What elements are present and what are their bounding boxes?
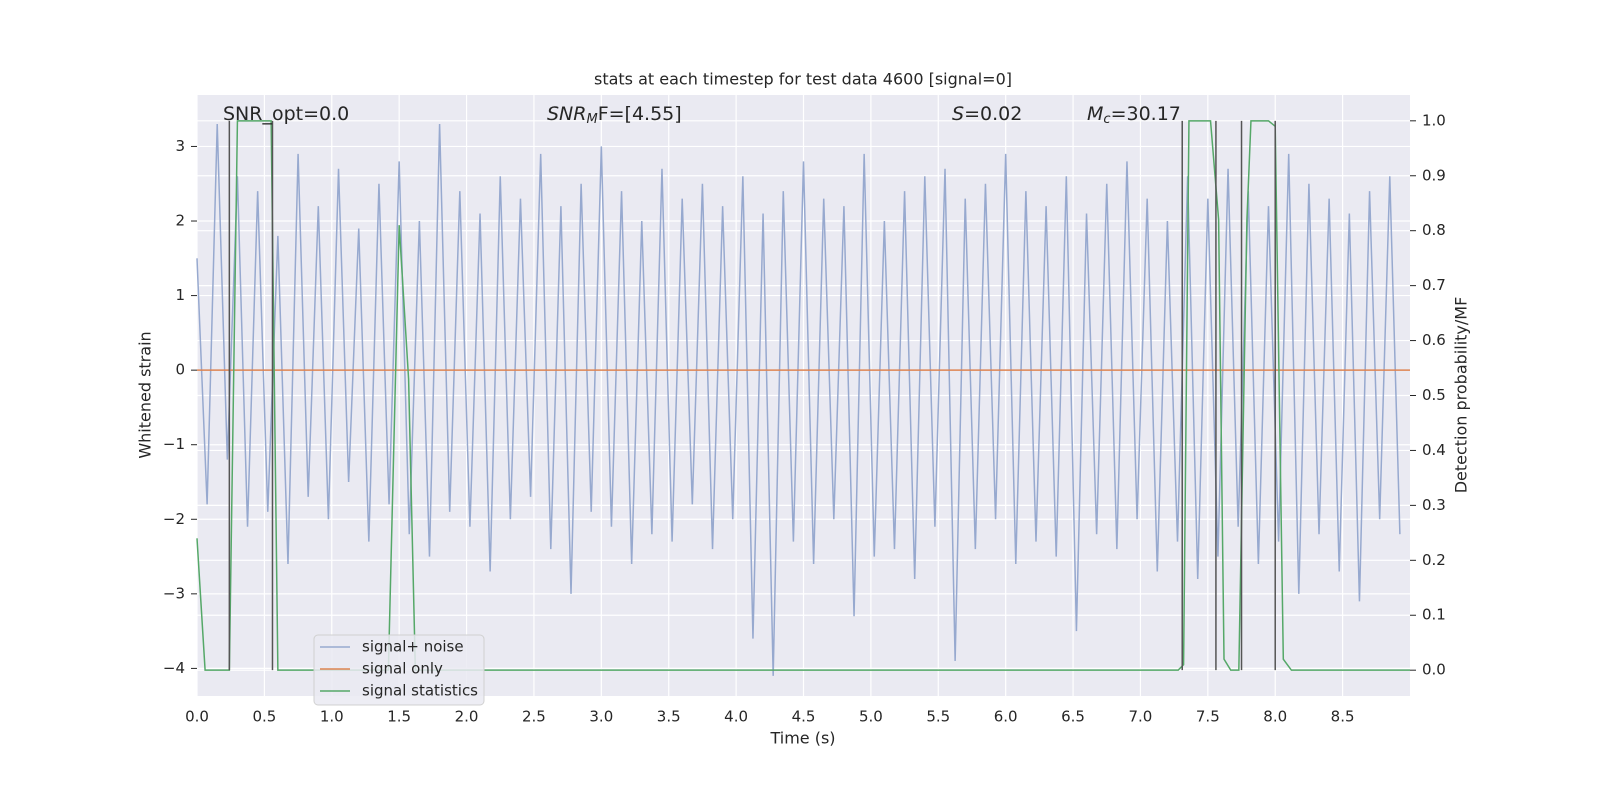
x-tick-label: 6.0 [994,708,1018,726]
annotation: S=0.02 [952,103,1022,125]
y-tick-label: 1 [175,286,185,304]
x-tick-label: 2.0 [455,708,479,726]
series-line [196,120,1410,671]
x-tick-label: 5.5 [926,708,950,726]
chart-title: stats at each timestep for test data 460… [594,70,1012,89]
x-tick-label: 4.5 [792,708,816,726]
y-tick-label: −3 [163,584,185,602]
y-tick-label: 2 [175,212,185,230]
x-tick-label: 0.5 [252,708,276,726]
y2-tick-label: 1.0 [1422,111,1446,129]
annotation: SNRMF=[4.55] [547,103,682,127]
x-tick-label: 1.5 [387,708,411,726]
y-tick-label: 3 [175,137,185,155]
series-line [196,124,1401,676]
x-tick-label: 2.5 [522,708,546,726]
annotation-sub: M [586,112,597,127]
y2-tick-label: 0.0 [1422,661,1446,679]
y-tick-label: −2 [163,510,185,528]
legend-label: signal only [362,660,443,678]
y2-tick-label: 0.7 [1422,276,1446,294]
y2-tick-label: 0.4 [1422,441,1446,459]
annotation-main: M [1087,103,1103,125]
x-tick-label: 0.0 [185,708,209,726]
x-tick-label: 6.5 [1061,708,1085,726]
annotation-main: SNR [547,103,586,125]
annotation-main: S [952,103,964,125]
y2-axis-label: Detection probability/MF [1452,297,1471,494]
x-axis-label: Time (s) [769,729,835,748]
y2-tick-label: 0.8 [1422,221,1446,239]
annotation-sub: c [1103,112,1110,127]
y2-tick-label: 0.5 [1422,386,1446,404]
annotation-tail: =30.17 [1111,103,1181,125]
x-tick-label: 8.5 [1331,708,1355,726]
y2-tick-label: 0.6 [1422,331,1446,349]
annotation-tail: =0.02 [964,103,1022,125]
y2-tick-label: 0.3 [1422,496,1446,514]
x-tick-label: 8.0 [1263,708,1287,726]
x-tick-label: 7.5 [1196,708,1220,726]
y2-tick-label: 0.1 [1422,606,1446,624]
y-tick-label: 0 [175,361,185,379]
y-axis-label: Whitened strain [136,331,155,458]
x-tick-label: 3.0 [589,708,613,726]
legend-label: signal+ noise [362,638,464,656]
y2-tick-label: 0.2 [1422,551,1446,569]
legend-box [313,634,485,706]
annotation: SNR_opt=0.0 [223,103,349,125]
annotation-tail: F=[4.55] [598,103,682,125]
y-tick-label: −1 [163,435,185,453]
y-tick-label: −4 [163,659,185,677]
x-tick-label: 1.0 [320,708,344,726]
y2-tick-label: 0.9 [1422,166,1446,184]
x-tick-label: 7.0 [1129,708,1153,726]
x-tick-label: 3.5 [657,708,681,726]
annotation: Mc=30.17 [1087,103,1181,127]
annotation-main: SNR_opt=0.0 [223,103,349,125]
legend-label: signal statistics [362,682,478,700]
x-tick-label: 5.0 [859,708,883,726]
x-tick-label: 4.0 [724,708,748,726]
